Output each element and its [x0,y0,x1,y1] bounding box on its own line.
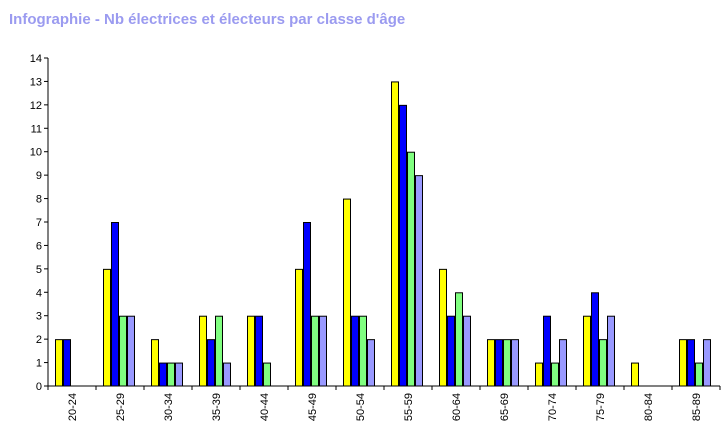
bar [119,315,127,387]
bar [463,315,471,387]
x-tick-label: 35-39 [211,393,223,421]
bar [487,339,495,387]
bar [551,362,559,387]
bar [415,175,423,387]
bar [631,362,639,387]
y-tick-label: 5 [36,264,42,276]
bar [319,315,327,387]
bar [127,315,135,387]
y-tick-label: 2 [36,334,42,346]
bar [607,315,615,387]
bar [367,339,375,387]
x-tick-label: 50-54 [355,393,367,421]
bar [303,222,311,387]
bar [247,315,255,387]
bar [543,315,551,387]
bar [175,362,183,387]
x-tick-label: 75-79 [595,393,607,421]
bar [111,222,119,387]
bar [591,292,599,387]
x-tick-label: 30-34 [163,393,175,421]
x-tick-label: 20-24 [67,393,79,421]
bar [447,315,455,387]
bar [223,362,231,387]
bar [311,315,319,387]
y-tick-label: 11 [31,123,42,135]
y-tick-label: 9 [36,170,42,182]
y-tick-label: 6 [36,240,42,252]
y-tick-label: 13 [30,76,42,88]
x-tick-label: 80-84 [643,393,655,421]
bar [399,104,407,387]
x-tick-label: 45-49 [307,393,319,421]
bar [255,315,263,387]
bar [703,339,711,387]
bar [55,339,63,387]
y-tick-label: 7 [36,217,42,229]
bar [351,315,359,387]
bar [391,81,399,387]
bar [407,151,415,387]
x-tick-label: 70-74 [547,393,559,421]
bar [511,339,519,387]
bar [207,339,215,387]
bar [503,339,511,387]
bar [359,315,367,387]
x-tick-label: 85-89 [691,393,703,421]
bar [687,339,695,387]
y-tick-label: 12 [30,100,42,112]
y-tick-label: 0 [36,381,42,393]
bar [167,362,175,387]
x-axis: 20-24 25-29 30-34 35-39 40-44 45-49 50-54 55-59… [47,385,721,421]
bar [695,362,703,387]
y-tick-label: 1 [36,358,42,370]
y-tick-label: 4 [36,287,42,299]
bar [679,339,687,387]
bar [215,315,223,387]
x-tick-label: 60-64 [451,393,463,421]
bar [63,339,71,387]
y-tick-label: 14 [30,53,42,65]
bar [535,362,543,387]
bar [455,292,463,387]
bar [263,362,271,387]
bar [583,315,591,387]
x-tick-label: 55-59 [403,393,415,421]
bar [199,315,207,387]
x-tick-label: 40-44 [259,393,271,421]
bar [295,268,303,387]
bar [439,268,447,387]
bar [495,339,503,387]
bar [599,339,607,387]
y-tick-label: 3 [36,311,42,323]
bar [343,198,351,387]
bar [159,362,167,387]
chart-title: Infographie - Nb électrices et électeurs… [9,11,406,28]
y-tick-label: 10 [30,147,42,159]
bar [559,339,567,387]
x-tick-label: 25-29 [115,393,127,421]
y-tick-label: 8 [36,194,42,206]
x-tick-label: 65-69 [499,393,511,421]
bars [55,81,711,387]
bar [151,339,159,387]
bar [103,268,111,387]
